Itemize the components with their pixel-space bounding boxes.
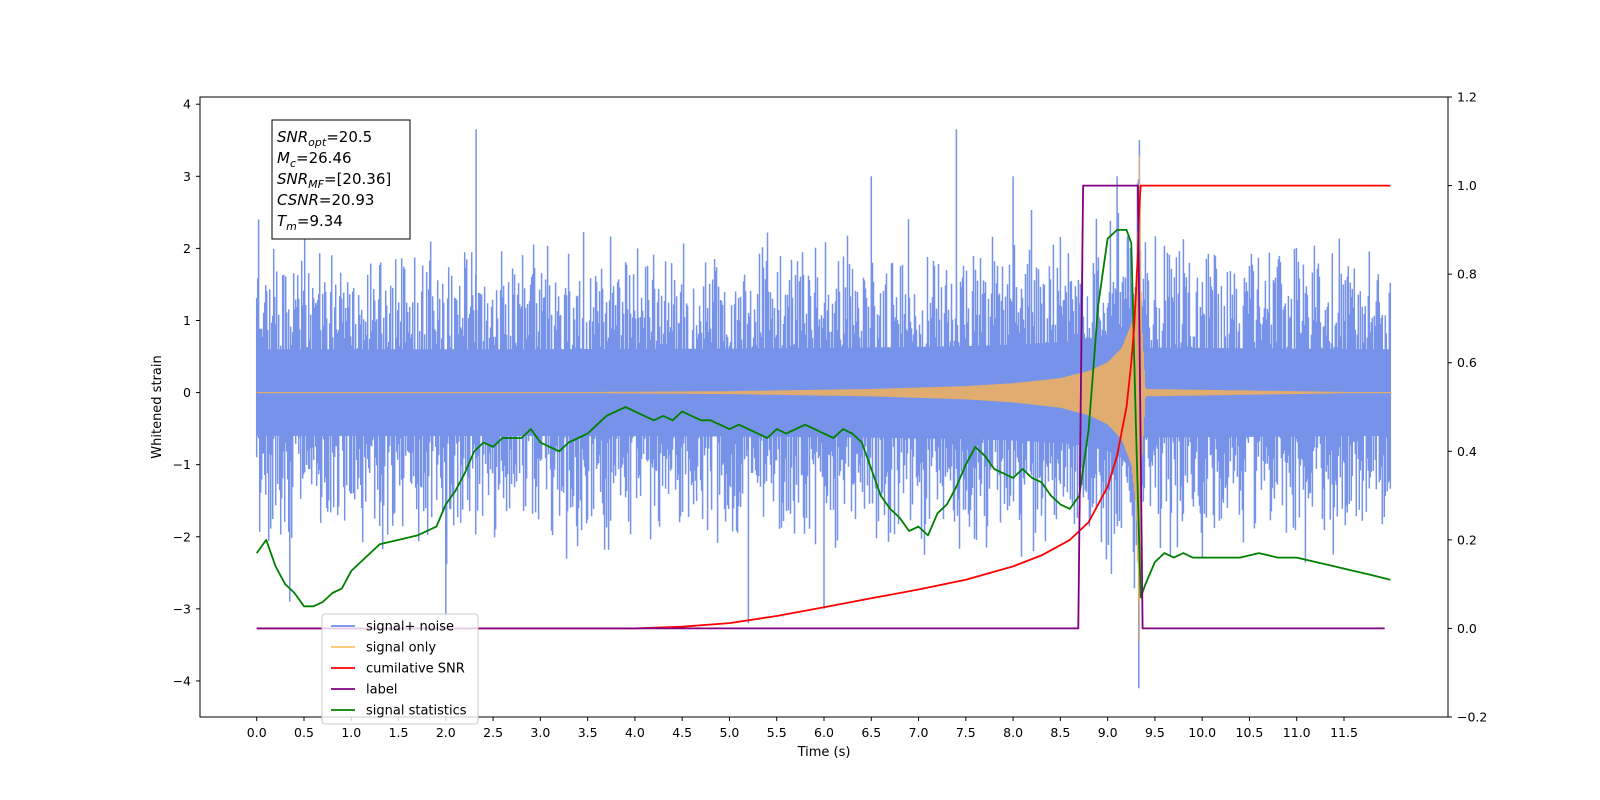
plot-area bbox=[255, 129, 1392, 689]
x-tick-label: 10.5 bbox=[1236, 725, 1264, 740]
y-left-tick-label: −3 bbox=[173, 601, 191, 616]
y-right-tick-label: 1.0 bbox=[1457, 178, 1477, 193]
x-tick-label: 8.0 bbox=[1003, 725, 1023, 740]
x-tick-label: 3.0 bbox=[530, 725, 550, 740]
info-line: Tm=9.34 bbox=[277, 212, 343, 233]
x-tick-label: 3.5 bbox=[578, 725, 598, 740]
y-left-tick-label: 3 bbox=[183, 169, 191, 184]
info-subscript: MF bbox=[308, 178, 324, 191]
y-left-tick-label: 0 bbox=[183, 385, 191, 400]
x-tick-label: 9.0 bbox=[1098, 725, 1118, 740]
y-right-tick-label: 0.2 bbox=[1457, 532, 1477, 547]
y-right-tick-label: 1.2 bbox=[1457, 90, 1477, 105]
y-left-tick-label: −2 bbox=[173, 529, 191, 544]
x-tick-label: 1.5 bbox=[389, 725, 409, 740]
y-right-tick-label: 0.6 bbox=[1457, 355, 1477, 370]
y-left-tick-label: −1 bbox=[173, 457, 191, 472]
info-symbol: SNR bbox=[277, 128, 308, 146]
x-tick-label: 7.0 bbox=[909, 725, 929, 740]
y-axis-left-label: Whitened strain bbox=[150, 355, 165, 458]
legend: signal+ noise signal only cumilative SNR la… bbox=[321, 613, 479, 725]
x-tick-label: 0.0 bbox=[247, 725, 267, 740]
y-right-tick-label: 0.4 bbox=[1457, 444, 1477, 459]
y-right-tick-label: 0.0 bbox=[1457, 621, 1477, 636]
x-tick-label: 9.5 bbox=[1145, 725, 1165, 740]
info-subscript: m bbox=[286, 220, 297, 233]
legend-label: signal+ noise bbox=[366, 620, 454, 635]
info-line: Mc=26.46 bbox=[277, 149, 352, 170]
info-value: =[20.36] bbox=[324, 170, 391, 188]
legend-label: cumilative SNR bbox=[366, 662, 465, 677]
x-tick-label: 2.5 bbox=[483, 725, 503, 740]
info-symbol: SNR bbox=[277, 170, 308, 188]
x-axis-label: Time (s) bbox=[797, 745, 851, 760]
x-tick-label: 4.0 bbox=[625, 725, 645, 740]
info-value: =26.46 bbox=[296, 149, 352, 167]
x-tick-label: 6.5 bbox=[861, 725, 881, 740]
lines-layer bbox=[255, 184, 1391, 630]
y-left-tick-label: −4 bbox=[173, 673, 191, 688]
x-tick-label: 11.5 bbox=[1330, 725, 1358, 740]
info-subscript: opt bbox=[308, 136, 327, 149]
info-line: SNRMF=[20.36] bbox=[277, 170, 391, 191]
info-value: =20.93 bbox=[319, 191, 375, 209]
y-axis-left: −4 −3 −2 −1 0 1 2 3 4 bbox=[173, 97, 200, 688]
info-line: CSNR=20.93 bbox=[277, 191, 374, 209]
info-value: =9.34 bbox=[297, 212, 343, 230]
x-tick-label: 1.0 bbox=[341, 725, 361, 740]
x-tick-label: 0.5 bbox=[294, 725, 314, 740]
y-right-tick-label: −0.2 bbox=[1457, 710, 1487, 725]
y-left-tick-label: 4 bbox=[183, 97, 191, 112]
x-tick-label: 7.5 bbox=[956, 725, 976, 740]
series-signal-only bbox=[256, 155, 1392, 642]
info-subscript: c bbox=[290, 157, 296, 170]
x-tick-label: 10.0 bbox=[1188, 725, 1216, 740]
info-box-frame bbox=[271, 119, 411, 240]
legend-label: label bbox=[366, 683, 397, 698]
info-symbol: M bbox=[277, 149, 290, 167]
x-tick-label: 5.0 bbox=[720, 725, 740, 740]
series-label bbox=[256, 184, 1385, 630]
x-tick-label: 6.0 bbox=[814, 725, 834, 740]
legend-frame bbox=[321, 613, 479, 725]
x-tick-label: 4.5 bbox=[672, 725, 692, 740]
info-value: =20.5 bbox=[326, 128, 372, 146]
y-right-tick-label: 0.8 bbox=[1457, 267, 1477, 282]
info-box: SNRopt=20.5Mc=26.46SNRMF=[20.36]CSNR=20.… bbox=[271, 119, 411, 240]
y-left-tick-label: 2 bbox=[183, 241, 191, 256]
series-signal-statistics bbox=[255, 228, 1391, 608]
x-tick-label: 5.5 bbox=[767, 725, 787, 740]
info-line: SNRopt=20.5 bbox=[277, 128, 372, 149]
x-tick-label: 8.5 bbox=[1050, 725, 1070, 740]
y-axis-right: −0.2 0.0 0.2 0.4 0.6 0.8 1.0 1.2 bbox=[1448, 90, 1487, 725]
info-symbol: T bbox=[277, 212, 288, 230]
legend-label: signal statistics bbox=[366, 704, 467, 719]
x-tick-label: 2.0 bbox=[436, 725, 456, 740]
info-symbol: CSNR bbox=[277, 191, 319, 209]
legend-label: signal only bbox=[366, 641, 436, 656]
y-left-tick-label: 1 bbox=[183, 313, 191, 328]
x-axis: 0.0 0.5 1.0 1.5 2.0 2.5 3.0 3.5 4.0 4.5 5.0 5.5 6.0 6… bbox=[247, 717, 1358, 740]
chirp-layer bbox=[256, 155, 1392, 642]
x-tick-label: 11.0 bbox=[1283, 725, 1311, 740]
